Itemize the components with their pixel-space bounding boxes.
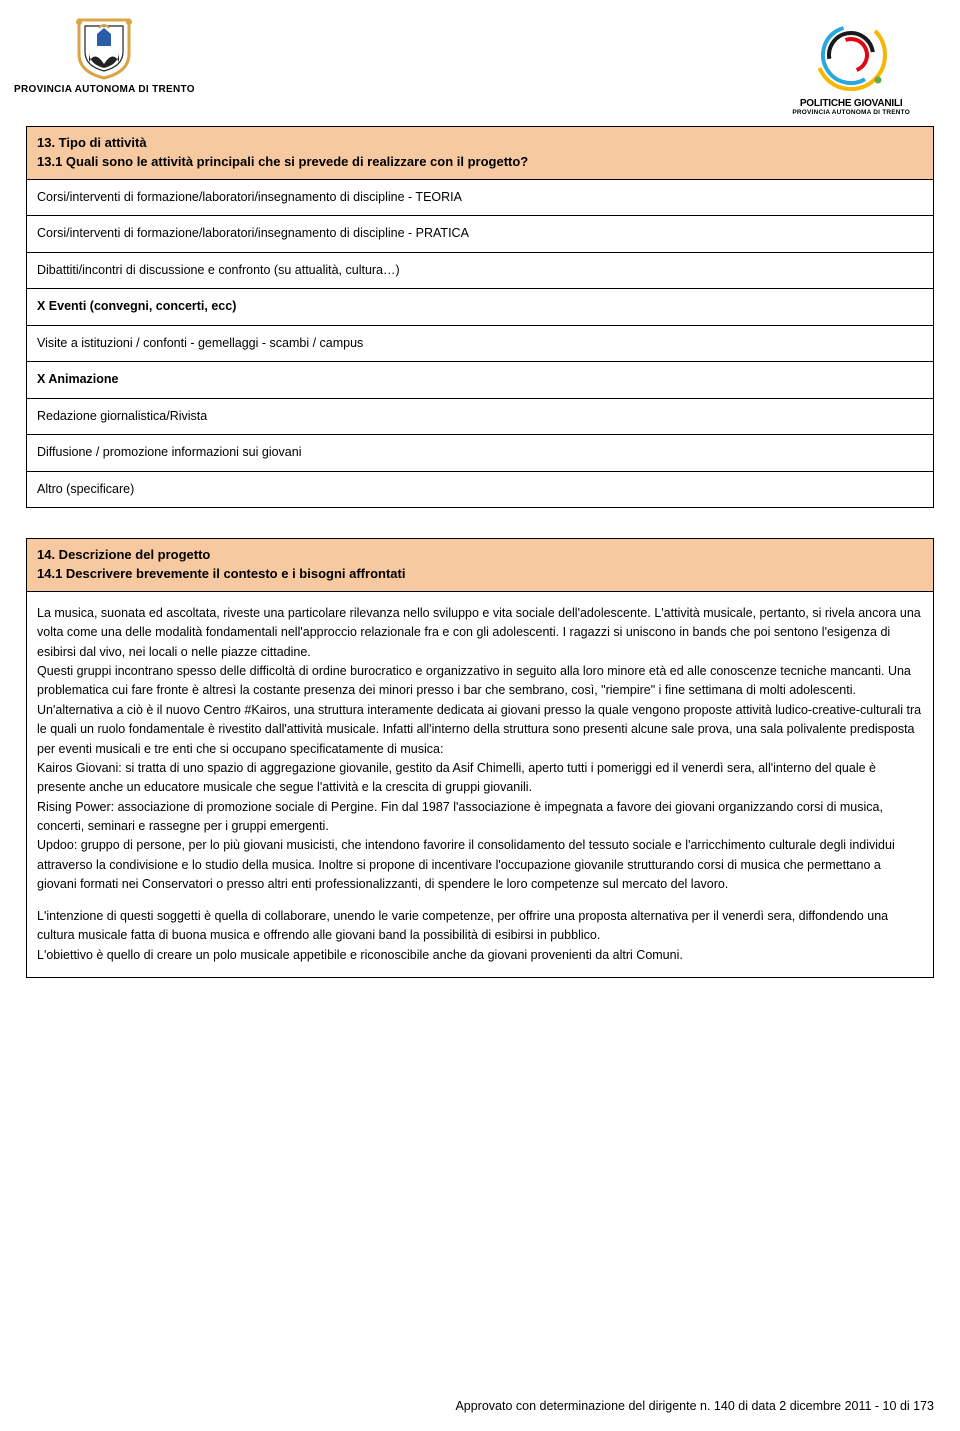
table-row: Corsi/interventi di formazione/laborator… xyxy=(26,216,934,253)
table-row: Redazione giornalistica/Rivista xyxy=(26,399,934,436)
section-14-para-1: La musica, suonata ed ascoltata, riveste… xyxy=(37,604,923,895)
section-14-title-1: 14. Descrizione del progetto xyxy=(37,546,923,565)
page-footer: Approvato con determinazione del dirigen… xyxy=(455,1399,934,1413)
politiche-giovanili-text: POLITICHE GIOVANILI xyxy=(800,98,903,109)
section-14-body: La musica, suonata ed ascoltata, riveste… xyxy=(26,592,934,978)
section-13-title-2: 13.1 Quali sono le attività principali c… xyxy=(37,153,923,172)
table-row: Altro (specificare) xyxy=(26,472,934,509)
section-13-rows: Corsi/interventi di formazione/laborator… xyxy=(26,180,934,509)
table-row: Dibattiti/incontri di discussione e conf… xyxy=(26,253,934,290)
provincia-logo: PROVINCIA AUTONOMA DI TRENTO xyxy=(14,14,195,95)
politiche-giovanili-logo: POLITICHE GIOVANILI PROVINCIA AUTONOMA D… xyxy=(792,14,910,116)
section-13-header: 13. Tipo di attività 13.1 Quali sono le … xyxy=(26,126,934,180)
table-row: Visite a istituzioni / confonti - gemell… xyxy=(26,326,934,363)
table-row: X Eventi (convegni, concerti, ecc) xyxy=(26,289,934,326)
politiche-giovanili-sub: PROVINCIA AUTONOMA DI TRENTO xyxy=(792,109,910,116)
section-14-title-2: 14.1 Descrivere brevemente il contesto e… xyxy=(37,565,923,584)
table-row: Diffusione / promozione informazioni sui… xyxy=(26,435,934,472)
section-14-header: 14. Descrizione del progetto 14.1 Descri… xyxy=(26,538,934,592)
table-row: X Animazione xyxy=(26,362,934,399)
swirl-icon xyxy=(810,14,892,96)
section-13-title-1: 13. Tipo di attività xyxy=(37,134,923,153)
page-header: PROVINCIA AUTONOMA DI TRENTO POLITICHE G… xyxy=(0,0,960,126)
section-14-para-2: L'intenzione di questi soggetti è quella… xyxy=(37,907,923,965)
table-row: Corsi/interventi di formazione/laborator… xyxy=(26,180,934,217)
shield-icon xyxy=(75,14,133,80)
page-content: 13. Tipo di attività 13.1 Quali sono le … xyxy=(0,126,960,978)
provincia-logo-text: PROVINCIA AUTONOMA DI TRENTO xyxy=(14,84,195,95)
